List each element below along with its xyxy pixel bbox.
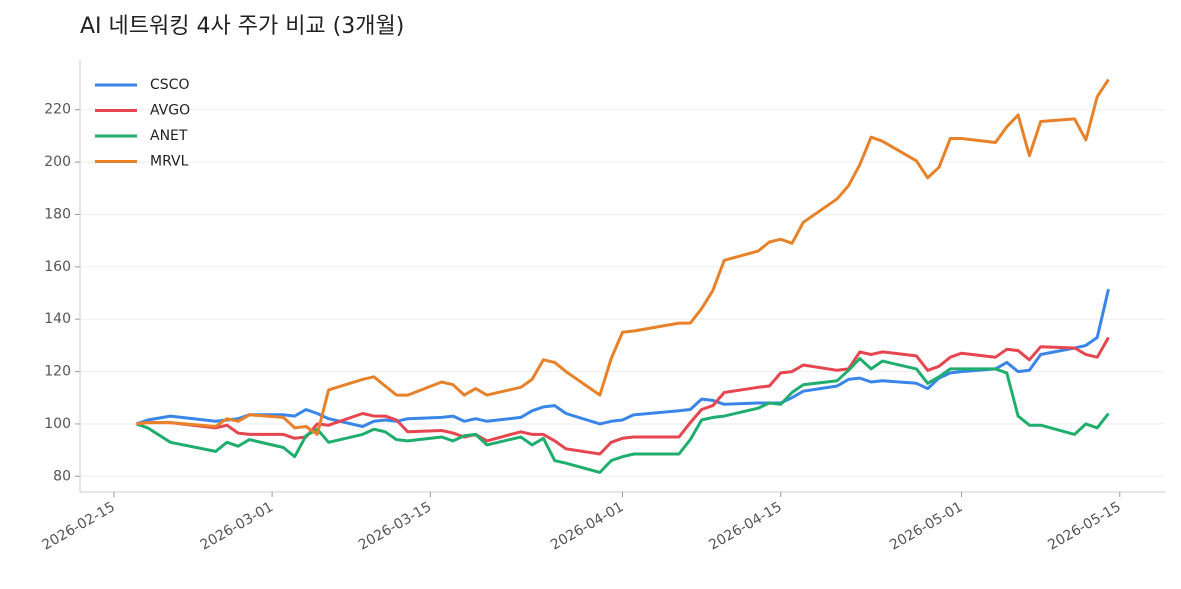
x-tick-label: 2026-05-01 xyxy=(887,499,965,554)
legend-label: CSCO xyxy=(150,77,189,93)
line-series xyxy=(136,336,1110,456)
line-series xyxy=(136,78,1110,436)
y-tick-label: 140 xyxy=(44,311,71,327)
line-series xyxy=(136,288,1110,428)
y-tick-label: 220 xyxy=(44,102,71,118)
chart-title: AI 네트워킹 4사 주가 비교 (3개월) xyxy=(80,14,404,39)
x-tick-label: 2026-04-15 xyxy=(706,499,784,554)
y-tick-label: 160 xyxy=(44,259,71,275)
x-tick-label: 2026-02-15 xyxy=(39,499,117,554)
legend-label: AVGO xyxy=(150,103,190,119)
line-series xyxy=(135,357,1110,474)
y-tick-label: 80 xyxy=(53,468,71,484)
y-tick-label: 200 xyxy=(44,154,71,170)
legend-label: MRVL xyxy=(150,154,189,170)
y-tick-label: 180 xyxy=(44,206,71,222)
y-tick-label: 100 xyxy=(44,416,71,432)
y-tick-label: 120 xyxy=(44,364,71,380)
x-tick-label: 2026-04-01 xyxy=(548,499,626,554)
x-tick-label: 2026-03-15 xyxy=(356,499,434,554)
x-tick-label: 2026-03-01 xyxy=(198,499,276,554)
x-tick-label: 2026-05-15 xyxy=(1045,499,1123,554)
legend-label: ANET xyxy=(150,128,188,144)
